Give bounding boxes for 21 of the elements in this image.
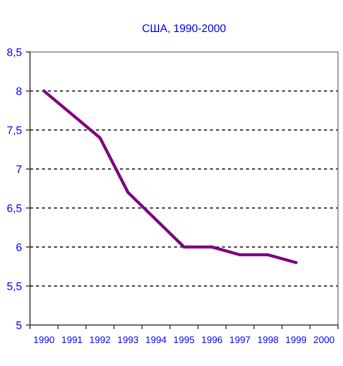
- y-tick-label: 5,5: [6, 280, 22, 293]
- x-tick-label: 1997: [229, 335, 251, 346]
- x-tick-label: 1994: [145, 335, 167, 346]
- x-tick-label: 1999: [285, 335, 307, 346]
- x-tick-label: 2000: [313, 335, 335, 346]
- y-tick-label: 8,5: [6, 46, 22, 59]
- x-tick-label: 1992: [89, 335, 111, 346]
- y-tick-label: 6: [16, 242, 22, 254]
- x-tick-label: 1998: [257, 335, 279, 346]
- x-tick-label: 1996: [201, 335, 223, 346]
- y-tick-label: 5: [16, 320, 22, 332]
- y-tick-label: 7: [16, 164, 22, 176]
- y-tick-label: 8: [16, 86, 22, 98]
- y-tick-label: 7,5: [6, 124, 22, 137]
- x-tick-label: 1995: [173, 335, 195, 346]
- line-series: [42, 90, 298, 264]
- y-tick-label: 6,5: [6, 202, 22, 215]
- x-tick-label: 1990: [33, 335, 55, 346]
- x-tick-label: 1991: [61, 335, 83, 346]
- x-tick-label: 1993: [117, 335, 139, 346]
- chart-title: США, 1990-2000: [142, 23, 226, 35]
